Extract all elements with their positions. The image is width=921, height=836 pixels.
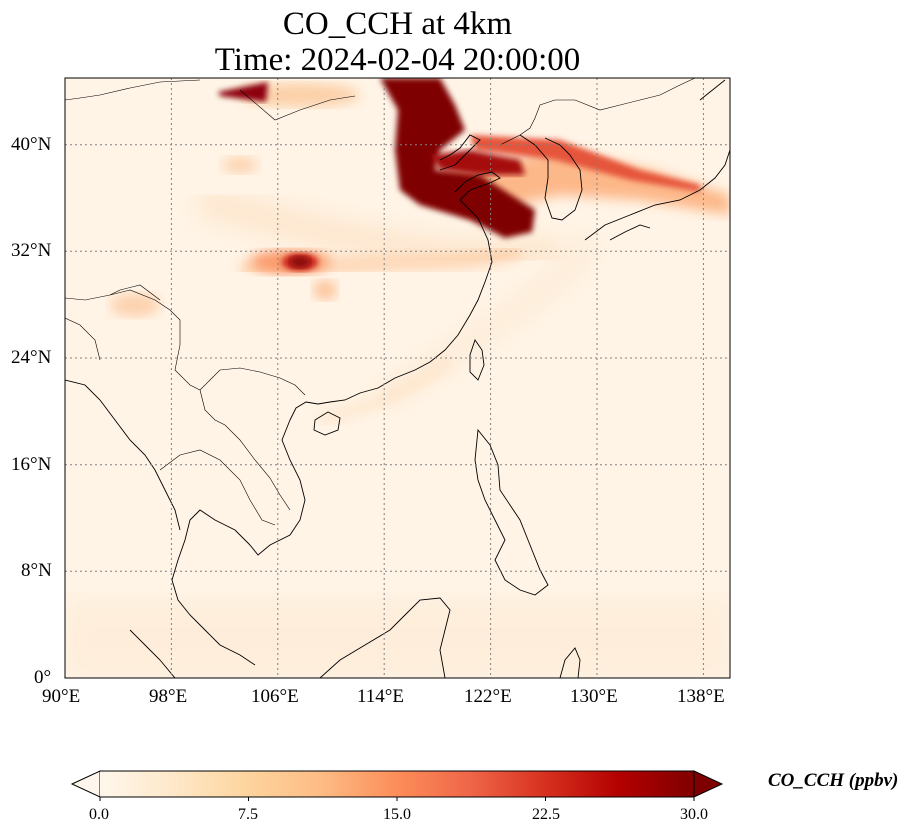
colorbar-tick-label: 30.0 xyxy=(680,806,708,823)
figure-title: CO_CCH at 4km xyxy=(282,6,513,42)
lon-tick-label: 98°E xyxy=(149,686,188,707)
map-frame xyxy=(64,77,731,679)
lon-tick-label: 122°E xyxy=(464,686,512,707)
gridlines xyxy=(65,78,730,678)
colorbar-tick-label: 0.0 xyxy=(89,806,109,823)
lon-tick-label: 106°E xyxy=(251,686,299,707)
lat-tick-label: 24°N xyxy=(11,347,52,368)
lat-tick-label: 16°N xyxy=(11,454,52,475)
colorbar-gradient xyxy=(100,771,694,797)
lon-tick-label: 114°E xyxy=(357,686,404,707)
lat-tick-label: 40°N xyxy=(11,134,52,155)
lat-tick-label: 32°N xyxy=(11,240,52,261)
colorbar-tick-label: 7.5 xyxy=(238,806,258,823)
colorbar-extend-max xyxy=(693,770,724,798)
colorbar-extend-min xyxy=(70,770,101,798)
lon-tick-label: 130°E xyxy=(570,686,618,707)
coastlines xyxy=(65,78,730,678)
figure-subtitle: Time: 2024-02-04 20:00:00 xyxy=(214,42,581,78)
lon-tick-label: 138°E xyxy=(677,686,725,707)
lat-tick-label: 0° xyxy=(34,667,52,688)
colorbar-tick-label: 22.5 xyxy=(532,806,560,823)
lat-tick-label: 8°N xyxy=(21,560,52,581)
colorbar xyxy=(70,770,724,801)
colorbar-tick-label: 15.0 xyxy=(383,806,411,823)
lon-tick-label: 90°E xyxy=(42,686,81,707)
colorbar-title: CO_CCH (ppbv) xyxy=(768,770,899,791)
co-concentration-field xyxy=(65,78,730,678)
